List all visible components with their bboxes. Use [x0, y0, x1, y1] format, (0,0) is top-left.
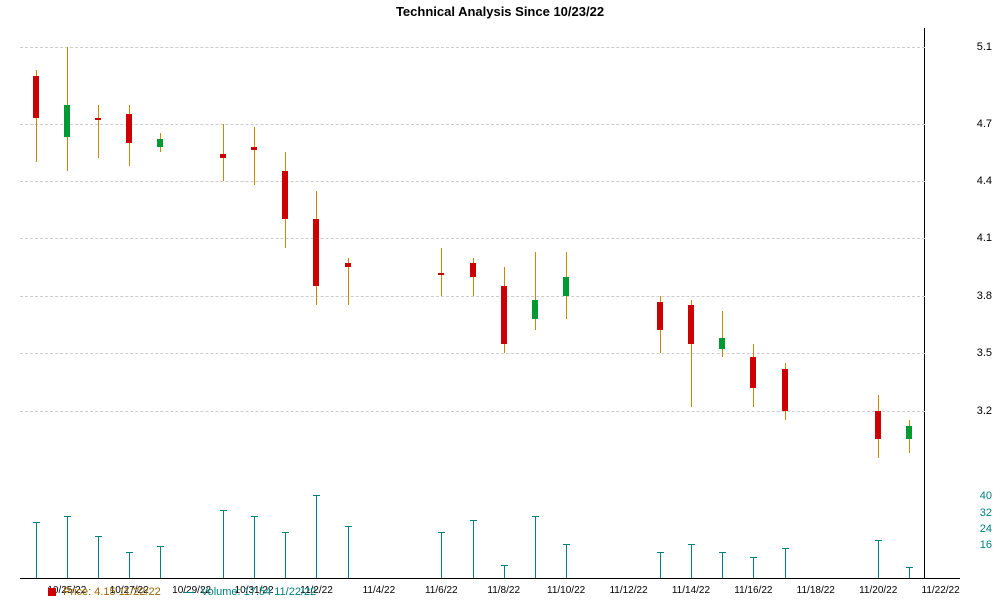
x-tick-label: 11/14/22 [672, 585, 710, 596]
volume-bar [660, 553, 661, 578]
legend-volume-text: Volume: 17.54 11/22/22 [201, 586, 316, 598]
volume-bar [254, 517, 255, 578]
volume-bar [909, 568, 910, 578]
x-tick-label: 11/20/22 [859, 585, 897, 596]
candle-body [688, 305, 694, 343]
volume-bar [753, 558, 754, 578]
volume-swatch-icon [184, 592, 194, 593]
volume-bar [785, 549, 786, 578]
volume-bar [441, 533, 442, 578]
legend-volume-item: Volume: 17.54 11/22/22 [184, 586, 316, 598]
volume-tick-label: 40 [980, 490, 992, 502]
price-gridline [20, 47, 925, 48]
candle-body [657, 302, 663, 331]
volume-bar [160, 547, 161, 578]
volume-bar [129, 553, 130, 578]
candle-body [438, 273, 444, 275]
volume-bar [473, 521, 474, 578]
price-tick-label: 4.4 [977, 175, 992, 187]
candle-wick [98, 105, 99, 159]
volume-bar [566, 545, 567, 578]
price-tick-label: 3.8 [977, 290, 992, 302]
x-tick-label: 11/18/22 [797, 585, 835, 596]
candle-body [33, 76, 39, 118]
volume-bar [98, 537, 99, 578]
x-tick-label: 11/6/22 [425, 585, 458, 596]
price-gridline [20, 296, 925, 297]
candle-body [750, 357, 756, 388]
candle-body [220, 154, 226, 158]
price-gridline [20, 238, 925, 239]
candle-wick [722, 311, 723, 357]
x-tick-label: 11/16/22 [734, 585, 772, 596]
volume-bar [535, 517, 536, 578]
volume-tick-label: 16 [980, 539, 992, 551]
price-tick-label: 5.1 [977, 41, 992, 53]
candle-body [501, 286, 507, 343]
volume-tick-label: 24 [980, 523, 992, 535]
volume-bar [878, 541, 879, 578]
volume-bar [36, 523, 37, 578]
legend-price-item: Price: 4.15 11/22/22 [48, 586, 161, 598]
legend-price-text: Price: 4.15 11/22/22 [63, 586, 161, 598]
plot-area: 5.14.74.44.13.83.53.24032241610/25/2210/… [20, 28, 960, 579]
volume-bar [691, 545, 692, 578]
volume-bar [348, 527, 349, 578]
price-gridline [20, 353, 925, 354]
x-tick-label: 11/4/22 [363, 585, 396, 596]
price-gridline [20, 124, 925, 125]
volume-bar [504, 566, 505, 578]
x-tick-label: 11/8/22 [487, 585, 520, 596]
volume-bar [316, 496, 317, 578]
candle-body [64, 105, 70, 138]
chart-title: Technical Analysis Since 10/23/22 [0, 4, 1000, 19]
candle-body [719, 338, 725, 349]
candle-body [906, 426, 912, 439]
chart-legend: Price: 4.15 11/22/22 Volume: 17.54 11/22… [48, 586, 336, 598]
candle-body [470, 263, 476, 276]
price-y-axis [924, 28, 960, 578]
volume-bar [67, 517, 68, 578]
x-tick-label: 11/10/22 [547, 585, 585, 596]
candle-body [782, 369, 788, 411]
price-tick-label: 4.1 [977, 232, 992, 244]
price-gridline [20, 181, 925, 182]
candle-wick [254, 127, 255, 184]
volume-bar [722, 553, 723, 578]
volume-bar [285, 533, 286, 578]
chart-container: Technical Analysis Since 10/23/22 5.14.7… [0, 0, 1000, 600]
price-tick-label: 3.2 [977, 405, 992, 417]
price-tick-label: 4.7 [977, 118, 992, 130]
x-tick-label: 11/22/22 [922, 585, 960, 596]
candle-body [875, 411, 881, 440]
candle-body [345, 263, 351, 267]
candle-body [313, 219, 319, 286]
candle-body [126, 114, 132, 143]
candle-body [95, 118, 101, 120]
price-swatch-icon [48, 588, 56, 596]
candle-body [282, 171, 288, 219]
volume-tick-label: 32 [980, 507, 992, 519]
price-gridline [20, 411, 925, 412]
x-tick-label: 11/12/22 [609, 585, 647, 596]
candle-body [251, 147, 257, 151]
candle-body [532, 300, 538, 319]
volume-bar [223, 511, 224, 579]
candle-body [563, 277, 569, 296]
price-tick-label: 3.5 [977, 347, 992, 359]
candle-body [157, 139, 163, 147]
candle-wick [223, 124, 224, 181]
